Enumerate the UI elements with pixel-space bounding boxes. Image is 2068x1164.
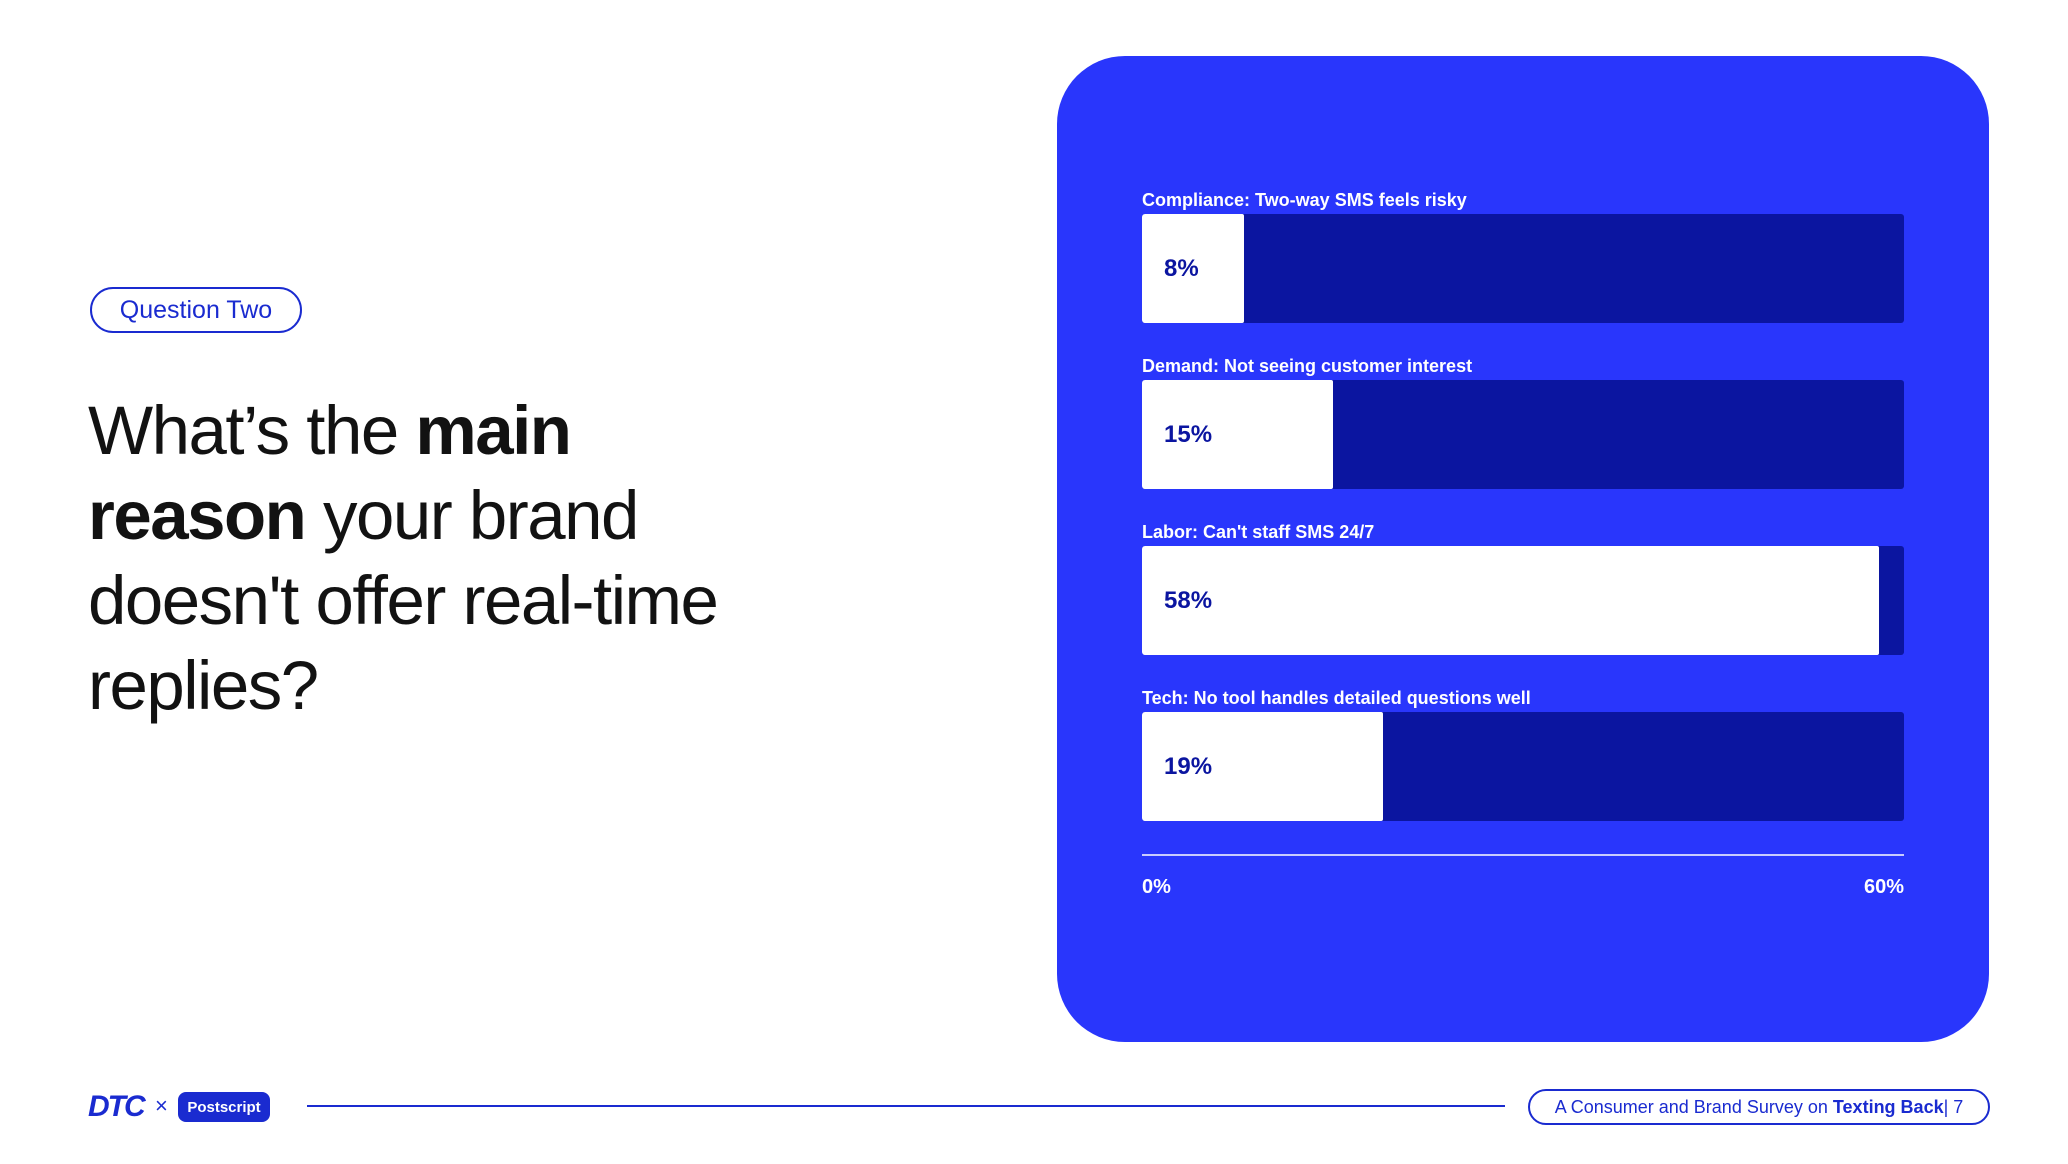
footer-survey-title: A Consumer and Brand Survey on Texting B…: [1528, 1089, 1990, 1125]
bar-value-label: 58%: [1164, 586, 1213, 614]
bar-track: 58%: [1142, 546, 1904, 655]
bar-category-label: Tech: No tool handles detailed questions…: [1142, 688, 1531, 708]
bar-track: 8%: [1142, 214, 1904, 323]
headline-bold-main: main: [415, 392, 572, 469]
bar-track: 19%: [1142, 712, 1904, 821]
x-tick-min: 0%: [1142, 876, 1171, 898]
survey-bold: Texting Back: [1832, 1096, 1944, 1117]
bar-value-label: 15%: [1164, 420, 1213, 448]
bar-fill: [1142, 214, 1244, 323]
headline-part-1: What’s the: [88, 392, 416, 469]
bar-track: 15%: [1142, 380, 1904, 489]
collab-x-icon: ×: [155, 1093, 168, 1118]
x-axis-line: [1142, 854, 1904, 856]
headline-bold-reason: reason: [88, 477, 307, 554]
headline: What’s the main reason your brand doesn't…: [88, 388, 848, 728]
bar-category-label: Labor: Can't staff SMS 24/7: [1142, 522, 1375, 542]
footer-divider: [307, 1105, 1505, 1107]
bar-category-label: Compliance: Two-way SMS feels risky: [1142, 190, 1467, 210]
postscript-logo: Postscript: [178, 1092, 270, 1122]
headline-part-3: your brand doesn't offer real-time repli…: [88, 477, 719, 724]
chart-panel: Compliance: Two-way SMS feels risky 8% Dem…: [1057, 56, 1989, 1042]
bar-fill: [1142, 712, 1384, 821]
x-tick-max: 60%: [1863, 876, 1904, 898]
page-number: | 7: [1943, 1096, 1964, 1117]
dtc-logo: DTC: [88, 1090, 146, 1123]
bar-fill: [1142, 380, 1333, 489]
bar-value-label: 19%: [1164, 752, 1213, 780]
survey-prefix: A Consumer and Brand Survey on: [1554, 1096, 1828, 1117]
question-tag: Question Two: [90, 287, 302, 333]
bar-value-label: 8%: [1164, 254, 1199, 282]
bar-category-label: Demand: Not seeing customer interest: [1142, 356, 1473, 376]
bar-fill: [1142, 546, 1879, 655]
